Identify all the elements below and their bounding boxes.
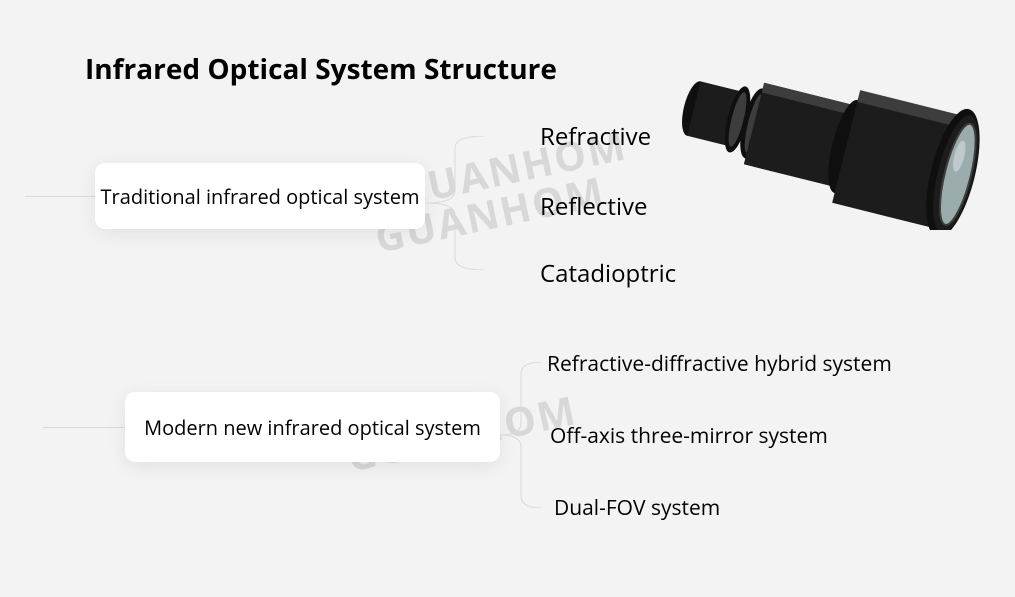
child-label: Catadioptric [540, 257, 676, 290]
lead-line [43, 427, 125, 428]
category-box-traditional: Traditional infrared optical system [95, 163, 425, 229]
child-label: Refractive [540, 120, 651, 153]
lens-illustration [640, 30, 1000, 230]
child-label: Reflective [540, 190, 647, 223]
category-label: Traditional infrared optical system [101, 183, 420, 210]
child-label: Dual-FOV system [554, 494, 720, 522]
category-label: Modern new infrared optical system [144, 414, 481, 441]
bracket [425, 136, 485, 270]
page-title: Infrared Optical System Structure [85, 50, 557, 88]
bracket [500, 362, 542, 508]
child-label: Off-axis three-mirror system [550, 422, 828, 450]
child-label: Refractive-diffractive hybrid system [547, 350, 892, 378]
category-box-modern: Modern new infrared optical system [125, 392, 500, 462]
lead-line [25, 196, 95, 197]
